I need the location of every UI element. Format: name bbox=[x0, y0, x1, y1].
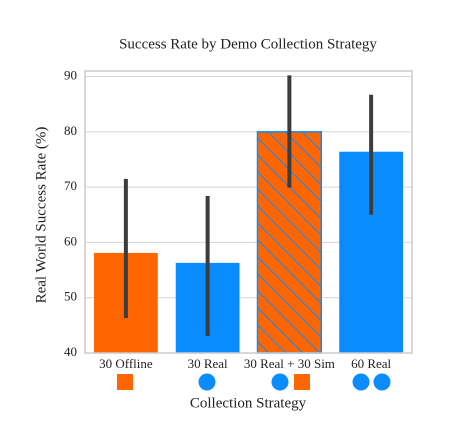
y-tick-label: 60 bbox=[64, 233, 77, 248]
y-tick-label: 50 bbox=[64, 289, 77, 304]
x-tick-label: 60 Real bbox=[351, 356, 391, 371]
sim-icon bbox=[294, 374, 310, 390]
real-icon bbox=[352, 373, 370, 391]
y-tick-label: 80 bbox=[64, 123, 77, 138]
chart-title: Success Rate by Demo Collection Strategy bbox=[119, 36, 377, 52]
real-icon bbox=[198, 373, 216, 391]
real-icon bbox=[271, 373, 289, 391]
y-tick-label: 90 bbox=[64, 68, 77, 83]
x-tick-label: 30 Real + 30 Sim bbox=[244, 356, 335, 371]
real-icon bbox=[373, 373, 391, 391]
y-axis-label: Real World Success Rate (%) bbox=[33, 127, 49, 304]
x-axis-label: Collection Strategy bbox=[190, 395, 307, 411]
x-tick-label: 30 Offline bbox=[99, 356, 153, 371]
plot-frame bbox=[84, 70, 413, 354]
y-tick-label: 40 bbox=[64, 344, 77, 359]
offline-icon bbox=[117, 374, 133, 390]
x-tick-label: 30 Real bbox=[188, 356, 228, 371]
y-tick-label: 70 bbox=[64, 178, 77, 193]
strategy-icons bbox=[117, 373, 391, 391]
